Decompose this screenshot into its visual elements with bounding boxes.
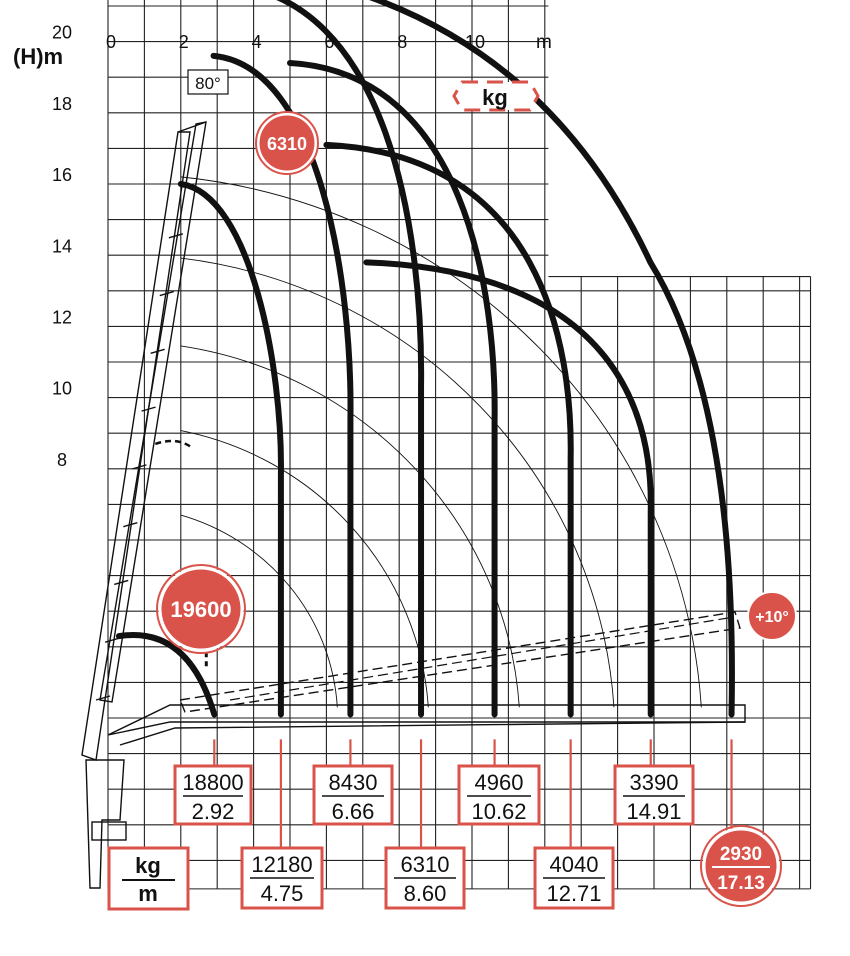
- x-axis-unit: m: [536, 32, 552, 53]
- load-kg: 6310: [401, 852, 450, 877]
- y-tick-label: 14: [52, 236, 72, 256]
- tilt-badge-text: +10°: [755, 609, 789, 626]
- boom-rib: [114, 579, 129, 586]
- boom-tip: [177, 121, 207, 133]
- load-curve: [363, 259, 654, 718]
- load-reach: 17.13: [717, 873, 765, 894]
- reach-arc: [180, 514, 338, 708]
- top-badge-text: 6310: [267, 134, 307, 154]
- boom-rib: [132, 464, 147, 470]
- x-tick-label: 4: [252, 32, 262, 52]
- load-point-markers: 18800 2.92 12180 4.75 8430 6.66 6310 8.60 4960 10…: [154, 439, 782, 910]
- load-curves: [115, 0, 735, 718]
- legend-kg-text: kg: [482, 85, 508, 110]
- legend-kg-m: kg m: [107, 846, 190, 911]
- load-kg: 12180: [251, 852, 312, 877]
- x-tick-label: 8: [397, 32, 407, 52]
- load-kg: 18800: [182, 770, 243, 795]
- boom-rib: [104, 637, 120, 643]
- load-curve: [275, 0, 425, 718]
- load-label-box: [173, 764, 253, 826]
- angle-label: 80°: [195, 74, 221, 93]
- boom-rib: [168, 233, 184, 239]
- tilted-boom: [179, 611, 741, 713]
- reach-arcs: [180, 176, 702, 708]
- x-tick-label: 6: [324, 32, 334, 52]
- boom-rib: [159, 290, 174, 297]
- load-kg: 8430: [329, 770, 378, 795]
- max-lift-arc: [154, 439, 193, 449]
- boom-rib: [141, 406, 156, 412]
- load-kg: 4040: [550, 852, 599, 877]
- x-tick-label: 0: [106, 32, 116, 52]
- legend-kg-m-top: kg: [135, 853, 161, 878]
- load-curve: [369, 0, 735, 718]
- upright-boom: [81, 131, 191, 761]
- load-reach: 10.62: [471, 799, 526, 824]
- legend-kg-m-bottom: m: [138, 881, 158, 906]
- y-tick-label: 18: [52, 94, 72, 114]
- tilt-badge: +10°: [747, 591, 797, 641]
- x-tick-label: 10: [465, 32, 485, 52]
- load-reach: 14.91: [626, 799, 681, 824]
- crane-base: [85, 759, 125, 889]
- y-tick-label: 10: [52, 379, 72, 399]
- boom-rib: [123, 521, 138, 528]
- load-reach: 12.71: [546, 881, 601, 906]
- load-end-badge-ring: [700, 825, 782, 907]
- load-curve: [177, 181, 284, 718]
- boom-rib: [95, 695, 111, 701]
- y-tick-label: 8: [57, 450, 67, 470]
- load-curve: [287, 59, 498, 718]
- angle-label-box: 80°: [187, 69, 229, 95]
- load-reach: 2.92: [192, 799, 235, 824]
- reach-arc: [180, 257, 615, 708]
- load-label-box: [312, 764, 394, 826]
- reach-arc: [180, 176, 702, 708]
- load-reach: 4.75: [261, 881, 304, 906]
- load-reach: 8.60: [404, 881, 447, 906]
- max-lift-badge-text: 19600: [170, 597, 231, 622]
- load-kg: 4960: [475, 770, 524, 795]
- load-kg: 2930: [720, 844, 762, 865]
- x-tick-label: 2: [179, 32, 189, 52]
- y-tick-label: 16: [52, 165, 72, 185]
- load-reach: 6.66: [332, 799, 375, 824]
- horizontal-boom: [107, 704, 746, 736]
- y-tick-label: 20: [52, 23, 72, 43]
- legend-kg: kg: [452, 80, 540, 112]
- load-curve: [115, 632, 218, 718]
- y-tick-label: 12: [52, 308, 72, 328]
- load-curve: [323, 141, 574, 718]
- load-kg: 3390: [630, 770, 679, 795]
- max-lift-badge: 19600: [156, 564, 246, 654]
- top-badge: 6310: [255, 111, 319, 175]
- load-curve: [210, 52, 354, 718]
- boom-rib: [150, 348, 165, 355]
- load-label-box: [613, 764, 695, 826]
- y-axis-unit: (H)m: [13, 44, 63, 69]
- crane-base-plate: [91, 821, 127, 841]
- horizontal-boom-lower: [119, 721, 746, 746]
- tilted-boom-inner: [229, 617, 729, 701]
- reach-arc: [180, 345, 520, 708]
- load-label-box: [457, 764, 541, 826]
- crane-drawing: [81, 121, 746, 889]
